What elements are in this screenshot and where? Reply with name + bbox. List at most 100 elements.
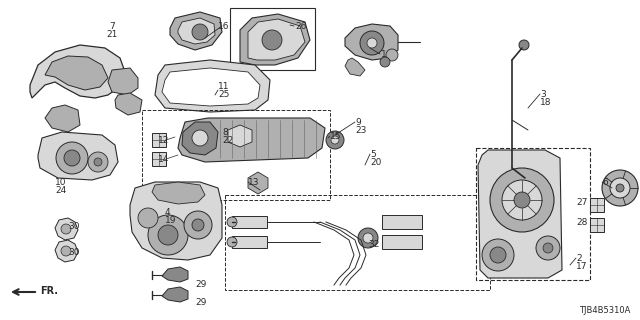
Bar: [142, 110, 330, 200]
Polygon shape: [162, 287, 188, 302]
Text: FR.: FR.: [40, 286, 58, 296]
Text: 23: 23: [355, 126, 366, 135]
Text: 6: 6: [602, 178, 608, 187]
Circle shape: [227, 217, 237, 227]
Circle shape: [367, 38, 377, 48]
Circle shape: [363, 233, 373, 243]
Polygon shape: [478, 150, 562, 278]
Text: 17: 17: [576, 262, 588, 271]
Polygon shape: [240, 14, 310, 65]
Text: 24: 24: [55, 186, 67, 195]
Polygon shape: [228, 125, 252, 147]
Text: 9: 9: [355, 118, 361, 127]
Bar: [382, 235, 422, 249]
Text: 22: 22: [222, 136, 233, 145]
Text: 8: 8: [222, 128, 228, 137]
Bar: [152, 152, 166, 166]
Bar: [590, 218, 604, 232]
Circle shape: [482, 239, 514, 271]
Text: 21: 21: [106, 30, 118, 39]
Circle shape: [610, 178, 630, 198]
Circle shape: [490, 168, 554, 232]
Circle shape: [360, 31, 384, 55]
Circle shape: [227, 237, 237, 247]
Circle shape: [64, 150, 80, 166]
Polygon shape: [38, 132, 118, 180]
Circle shape: [61, 246, 71, 256]
Circle shape: [358, 228, 378, 248]
Bar: [152, 133, 166, 147]
Polygon shape: [155, 60, 270, 112]
Circle shape: [184, 211, 212, 239]
Text: 15: 15: [330, 132, 342, 141]
Text: 4: 4: [165, 208, 171, 217]
Text: 18: 18: [540, 98, 552, 107]
Text: 19: 19: [165, 216, 177, 225]
Circle shape: [521, 173, 535, 187]
Polygon shape: [162, 267, 188, 282]
Polygon shape: [170, 12, 222, 50]
Bar: [232, 216, 267, 228]
Polygon shape: [115, 93, 142, 115]
Circle shape: [380, 57, 390, 67]
Bar: [382, 215, 422, 229]
Bar: [590, 198, 604, 212]
Polygon shape: [178, 118, 325, 162]
Circle shape: [502, 180, 542, 220]
Text: 12: 12: [158, 136, 170, 145]
Circle shape: [138, 208, 158, 228]
Circle shape: [61, 224, 71, 234]
Circle shape: [386, 49, 398, 61]
Text: 13: 13: [248, 178, 259, 187]
Text: 10: 10: [55, 178, 67, 187]
Circle shape: [490, 247, 506, 263]
Circle shape: [262, 30, 282, 50]
Text: 30: 30: [68, 222, 79, 231]
Polygon shape: [345, 24, 398, 60]
Text: 27: 27: [576, 198, 588, 207]
Circle shape: [543, 243, 553, 253]
Text: 7: 7: [109, 22, 115, 31]
Text: 28: 28: [576, 218, 588, 227]
Polygon shape: [55, 218, 78, 240]
Circle shape: [602, 170, 638, 206]
Text: 30: 30: [68, 248, 79, 257]
Circle shape: [192, 219, 204, 231]
Text: 29: 29: [195, 280, 206, 289]
Circle shape: [331, 136, 339, 144]
Circle shape: [616, 184, 624, 192]
Text: 25: 25: [218, 90, 229, 99]
Circle shape: [514, 192, 530, 208]
Text: 2: 2: [576, 254, 582, 263]
Polygon shape: [178, 18, 215, 44]
Circle shape: [536, 236, 560, 260]
Text: 32: 32: [368, 240, 380, 249]
Text: 3: 3: [540, 90, 546, 99]
Polygon shape: [152, 182, 205, 204]
Bar: [230, 8, 315, 70]
Text: TJB4B5310A: TJB4B5310A: [579, 306, 630, 315]
Polygon shape: [108, 68, 138, 95]
Polygon shape: [248, 172, 268, 194]
Circle shape: [158, 225, 178, 245]
Circle shape: [56, 142, 88, 174]
Circle shape: [519, 40, 529, 50]
Polygon shape: [55, 240, 78, 262]
Text: 1: 1: [381, 50, 387, 59]
Circle shape: [192, 24, 208, 40]
Polygon shape: [248, 19, 305, 60]
Circle shape: [326, 131, 344, 149]
Polygon shape: [162, 68, 260, 106]
Polygon shape: [45, 56, 108, 90]
Text: 29: 29: [195, 298, 206, 307]
Circle shape: [148, 215, 188, 255]
Bar: [476, 148, 590, 280]
Polygon shape: [30, 45, 125, 98]
Polygon shape: [182, 122, 218, 155]
Text: 11: 11: [218, 82, 230, 91]
Text: 14: 14: [158, 155, 170, 164]
Text: 20: 20: [370, 158, 381, 167]
Bar: [232, 236, 267, 248]
Circle shape: [88, 152, 108, 172]
Polygon shape: [345, 58, 365, 76]
